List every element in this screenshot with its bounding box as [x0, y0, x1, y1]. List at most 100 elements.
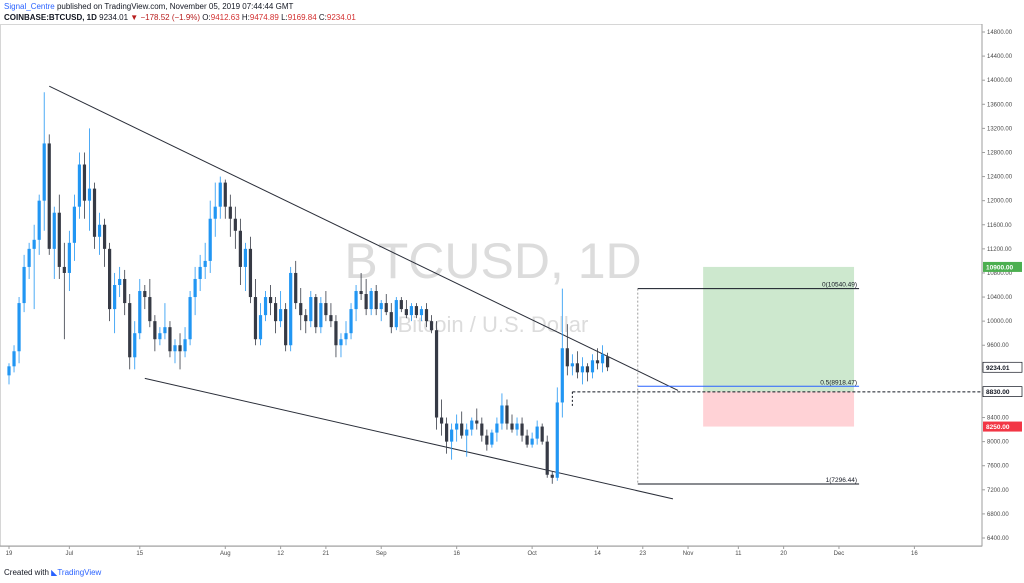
candle	[379, 300, 383, 322]
published-text: published on TradingView.com, November 0…	[56, 2, 294, 11]
candle-body	[87, 188, 92, 201]
candle-body	[505, 405, 509, 424]
candle	[279, 291, 283, 328]
candle	[17, 297, 21, 364]
price-tick-label: 10400.00	[987, 295, 1013, 301]
candle-body	[600, 354, 605, 364]
author-link[interactable]: Signal_Centre	[4, 2, 55, 11]
fib-level-label: 0(10540.49)	[822, 282, 857, 289]
candle	[324, 291, 328, 322]
candle-body	[138, 291, 142, 334]
price-tick-label: 12400.00	[987, 175, 1013, 181]
watermark-description: Bitcoin / U.S. Dollar	[398, 312, 589, 337]
chart-header-quote: COINBASE:BTCUSD, 1D 9234.01 ▼ −178.52 (−…	[4, 13, 356, 23]
candle	[97, 212, 102, 255]
candle	[349, 303, 353, 340]
candle	[555, 387, 559, 481]
candle	[102, 218, 107, 267]
entry-price-tag-label: 8830.00	[986, 389, 1010, 396]
candle-body	[585, 366, 590, 373]
candle-body	[314, 297, 318, 328]
candle	[580, 357, 585, 385]
candle-body	[515, 423, 519, 430]
descending-support-trendline[interactable]	[144, 377, 674, 500]
ohlc-close: 9234.01	[326, 13, 356, 22]
time-tick-label: Jul	[66, 551, 74, 557]
candle	[560, 288, 564, 418]
descending-resistance-trendline[interactable]	[49, 85, 679, 391]
candle-body	[238, 230, 242, 267]
stop-price-tag	[983, 421, 1022, 432]
candle-body	[32, 239, 36, 249]
candle	[344, 321, 348, 346]
candle-body	[279, 309, 283, 322]
candle-body	[500, 405, 504, 424]
price-tick-label: 13200.00	[987, 126, 1013, 132]
current-price-tag-label: 9234.01	[986, 365, 1010, 372]
candle	[590, 354, 595, 379]
candle-body	[163, 327, 167, 334]
candle	[535, 420, 539, 445]
candle-body	[133, 333, 137, 358]
candle	[228, 194, 232, 237]
candle	[500, 393, 504, 430]
price-tick-label: 14800.00	[987, 30, 1013, 36]
target-zone[interactable]	[703, 266, 855, 392]
price-tick-label: 14400.00	[987, 54, 1013, 60]
candle	[374, 285, 378, 316]
candle	[545, 435, 549, 478]
candle-body	[404, 309, 408, 316]
candle-body	[7, 366, 11, 376]
candle-body	[22, 266, 26, 304]
candle	[319, 297, 323, 334]
candle	[450, 423, 454, 460]
candle-body	[445, 423, 449, 442]
candle	[258, 303, 263, 346]
candle-body	[108, 248, 112, 310]
created-with-text: Created with	[4, 568, 49, 577]
candle-body	[545, 441, 549, 475]
candle-body	[102, 224, 107, 249]
time-tick-label: 16	[453, 551, 460, 557]
candle	[248, 236, 253, 304]
candle-body	[379, 303, 383, 310]
candle	[62, 242, 66, 340]
candle-body	[319, 303, 323, 328]
candle	[429, 315, 434, 334]
candle-body	[460, 423, 464, 436]
candle	[128, 294, 132, 370]
candle-body	[470, 420, 474, 430]
candle-body	[565, 348, 569, 367]
candle	[92, 182, 97, 249]
candle	[465, 423, 469, 457]
candle	[118, 266, 122, 298]
ohlc-open-label: O:	[202, 13, 211, 22]
candle	[57, 194, 61, 279]
candle-body	[273, 303, 278, 322]
candle-body	[243, 248, 248, 267]
candle	[364, 278, 368, 316]
candle	[595, 348, 600, 370]
candle	[27, 242, 31, 279]
candle-body	[510, 423, 514, 430]
candle	[108, 242, 112, 322]
price-tick-label: 6400.00	[987, 536, 1009, 542]
stop-zone[interactable]	[703, 391, 855, 427]
time-tick-label: Nov	[683, 551, 694, 557]
candle-body	[339, 339, 343, 346]
candle-body	[575, 363, 579, 373]
candle-body	[535, 426, 539, 439]
candle-body	[113, 285, 117, 310]
candle-body	[193, 278, 197, 298]
price-tick-label: 13600.00	[987, 102, 1013, 108]
candle	[188, 291, 192, 346]
watermark-symbol: BTCUSD, 1D	[344, 233, 641, 289]
candle	[223, 179, 227, 219]
candle	[480, 417, 484, 442]
candle	[163, 303, 167, 340]
candle	[178, 333, 182, 370]
candle-body	[188, 297, 192, 340]
candle-body	[158, 333, 162, 340]
candle-body	[555, 402, 559, 478]
